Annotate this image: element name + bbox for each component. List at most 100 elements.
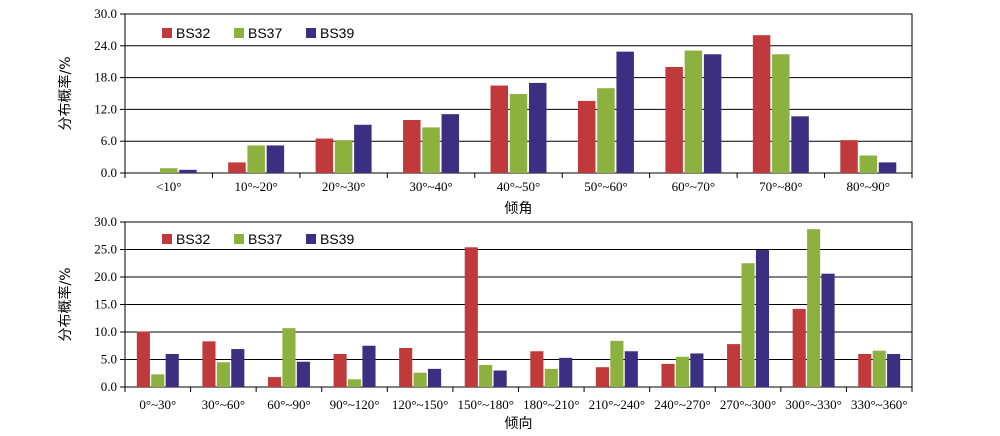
dip-direction-chart: 0.0 5.0 10.0 15.0 20.0 25.0 30.0 0°~30° 30°~60° 6… [57, 214, 913, 432]
y-tick-label: 30.0 [94, 6, 117, 21]
y-tick-label: 24.0 [94, 38, 117, 53]
bar-bs32-8 [661, 363, 675, 387]
bar-bs39-0 [165, 354, 179, 387]
y-tick-label: 6.0 [101, 133, 117, 148]
bar-bs32-2 [315, 138, 334, 173]
legend-label-bs32: BS32 [176, 25, 210, 41]
bar-bs37-1 [247, 145, 265, 173]
x-tick-label: 70°~80° [759, 179, 802, 194]
bar-bs37-7 [772, 54, 790, 173]
bar-bs32-8 [840, 140, 858, 173]
bar-bs32-6 [530, 351, 544, 387]
legend-label-bs39: BS39 [320, 231, 354, 247]
x-tick-label: 80°~90° [847, 179, 890, 194]
x-tick-label: 30°~40° [409, 179, 452, 194]
y-tick-label: 12.0 [94, 101, 117, 116]
legend-swatch-bs37 [234, 234, 244, 244]
y-tick-label: 25.0 [94, 242, 117, 257]
bar-bs37-8 [675, 356, 690, 387]
bar-bs37-3 [422, 127, 440, 173]
bar-bs32-2 [267, 377, 282, 387]
bar-bs39-4 [528, 82, 547, 173]
x-tick-label: 120°~150° [392, 397, 448, 412]
bar-bs39-11 [887, 354, 901, 387]
bar-bs37-5 [597, 88, 615, 173]
bar-bs37-11 [872, 350, 886, 387]
bar-bs37-10 [807, 229, 821, 387]
bar-bs39-3 [362, 345, 376, 387]
bar-bs39-5 [616, 51, 634, 173]
bar-bs32-5 [464, 247, 478, 387]
bar-bs39-7 [791, 116, 809, 173]
x-tick-label: <10° [156, 179, 182, 194]
x-tick-label: 60°~90° [267, 397, 310, 412]
bar-bs37-8 [859, 155, 878, 173]
x-tick-label: 210°~240° [589, 397, 645, 412]
x-tick-label: 60°~70° [672, 179, 715, 194]
x-tick-label: 180°~210° [523, 397, 579, 412]
bar-bs32-6 [665, 67, 683, 173]
bar-bs37-3 [347, 379, 362, 387]
y-tick-label: 20.0 [94, 269, 117, 284]
bar-bs32-1 [228, 162, 246, 173]
bar-bs39-0 [179, 169, 197, 173]
bar-bs32-3 [333, 354, 347, 387]
bar-bs32-7 [752, 35, 771, 174]
x-tick-label: 150°~180° [457, 397, 513, 412]
bar-bs32-4 [490, 85, 509, 173]
bar-bs32-1 [202, 341, 216, 387]
bar-bs32-9 [727, 344, 741, 387]
legend-label-bs37: BS37 [248, 231, 282, 247]
bar-bs39-5 [493, 370, 507, 387]
x-tick-label: 240°~270° [654, 397, 710, 412]
bar-bs37-6 [684, 50, 703, 173]
x-tick-label: 10°~20° [234, 179, 277, 194]
bar-bs32-4 [399, 347, 413, 387]
bar-bs37-0 [159, 168, 178, 173]
bar-bs37-1 [216, 362, 230, 387]
y-axis-label: 分布概率/% [57, 267, 74, 341]
y-axis-label: 分布概率/% [57, 56, 74, 130]
bar-bs37-5 [479, 365, 493, 387]
bar-bs37-9 [741, 263, 755, 387]
bar-bs39-6 [703, 54, 722, 173]
y-tick-label: 10.0 [94, 324, 117, 339]
legend-label-bs32: BS32 [176, 231, 210, 247]
bar-bs37-2 [334, 140, 353, 173]
bar-bs32-7 [595, 367, 610, 387]
y-tick-label: 18.0 [94, 70, 117, 85]
bar-bs39-10 [821, 273, 835, 387]
legend-swatch-bs32 [162, 234, 172, 244]
x-axis-label: 倾角 [505, 201, 533, 217]
bar-bs39-7 [624, 351, 638, 387]
x-tick-label: 270°~300° [720, 397, 776, 412]
bar-bs39-8 [690, 353, 704, 387]
y-tick-label: 15.0 [94, 297, 117, 312]
bar-bs32-11 [858, 354, 872, 387]
bar-bs39-8 [878, 162, 897, 173]
bar-bs39-9 [755, 250, 770, 387]
dip-angle-chart: 0.0 6.0 12.0 18.0 24.0 30.0 <10° 10°~20° 20°~30°… [57, 6, 913, 217]
y-tick-label: 5.0 [101, 352, 117, 367]
bar-bs37-4 [413, 372, 427, 387]
x-tick-label: 40°~50° [497, 179, 540, 194]
bar-bs37-0 [151, 374, 165, 387]
bar-bs39-4 [427, 368, 442, 387]
x-tick-label: 50°~60° [584, 179, 627, 194]
legend-swatch-bs32 [162, 28, 172, 38]
bar-bs32-10 [792, 308, 806, 387]
legend-swatch-bs39 [306, 234, 316, 244]
bar-bs32-5 [577, 100, 596, 173]
bar-bs39-1 [266, 145, 285, 173]
bar-bs39-2 [296, 361, 310, 387]
legend-label-bs39: BS39 [320, 25, 354, 41]
x-tick-label: 330°~360° [851, 397, 907, 412]
bar-bs39-1 [231, 349, 245, 387]
x-tick-label: 0°~30° [139, 397, 176, 412]
bar-bs37-4 [509, 94, 528, 173]
bar-bs37-2 [282, 328, 296, 387]
x-tick-label: 30°~60° [202, 397, 245, 412]
bar-bs32-3 [403, 120, 421, 173]
bar-bs39-2 [354, 124, 372, 173]
